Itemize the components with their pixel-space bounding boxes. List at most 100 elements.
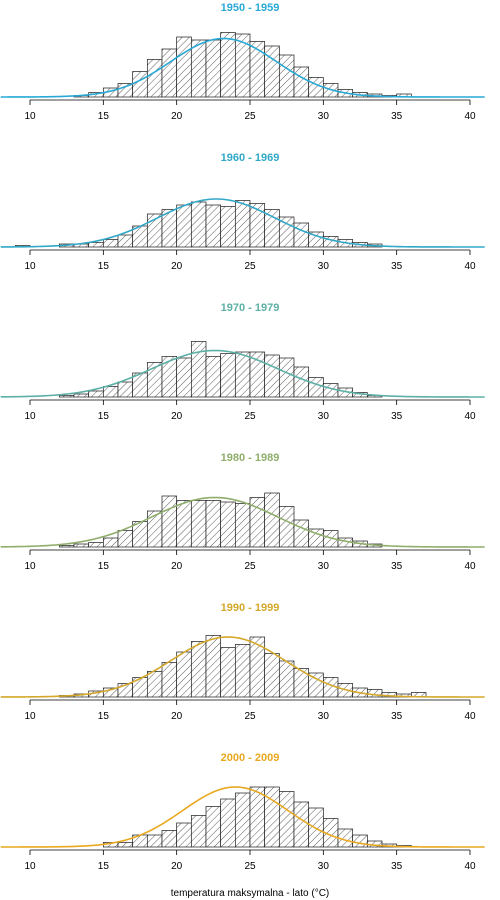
histogram-bar <box>249 786 266 848</box>
histogram-bar <box>278 506 295 548</box>
histogram-bar <box>190 815 207 848</box>
x-tick-label: 35 <box>391 861 403 872</box>
histogram-bar <box>293 222 310 248</box>
histogram-bar <box>117 381 134 398</box>
histogram-bar <box>176 357 192 398</box>
histogram-bar <box>220 647 236 698</box>
histogram-bar <box>293 366 310 398</box>
histogram-bar <box>205 806 222 848</box>
histogram-bar <box>161 48 178 98</box>
histogram-bar <box>220 501 236 548</box>
histogram-bar <box>161 830 178 848</box>
x-tick-label: 40 <box>464 261 476 272</box>
histogram-bar <box>293 801 310 848</box>
histogram-bar <box>58 395 75 398</box>
x-tick-label: 20 <box>171 861 183 872</box>
panel-title: 1960 - 1969 <box>221 152 280 164</box>
x-tick-label: 15 <box>98 111 110 122</box>
x-tick-label: 15 <box>98 861 110 872</box>
histogram-bar <box>176 822 192 848</box>
histogram-bar <box>161 495 178 548</box>
histogram-bar <box>308 377 324 398</box>
histogram-bar <box>293 66 310 98</box>
x-tick-label: 15 <box>98 711 110 722</box>
histogram-bar <box>264 354 280 398</box>
x-tick-label: 10 <box>24 861 36 872</box>
histogram-bar <box>190 341 207 398</box>
histogram-bar <box>176 204 192 248</box>
x-tick-label: 10 <box>24 261 36 272</box>
histogram-bar <box>220 798 236 848</box>
histogram-bar <box>264 492 280 548</box>
histogram-bar <box>176 651 192 698</box>
histogram-bar <box>205 635 222 698</box>
x-tick-label: 40 <box>464 111 476 122</box>
histogram-bar <box>117 530 134 548</box>
histogram-bar <box>88 390 104 398</box>
x-tick-label: 15 <box>98 411 110 422</box>
histogram-panel: 1960 - 1969 10 15 20 25 30 35 40 <box>0 152 485 272</box>
panel-title: 1980 - 1989 <box>221 452 280 464</box>
x-tick-label: 40 <box>464 711 476 722</box>
x-tick-label: 15 <box>98 261 110 272</box>
x-tick-label: 10 <box>24 111 36 122</box>
histogram-panel: 1970 - 1979 10 15 20 25 30 35 40 <box>0 302 485 422</box>
histogram-bar <box>308 77 324 98</box>
x-tick-label: 25 <box>244 411 256 422</box>
x-tick-label: 10 <box>24 711 36 722</box>
histogram-bar <box>278 54 295 98</box>
x-tick-label: 20 <box>171 561 183 572</box>
histogram-bar <box>205 500 222 548</box>
x-tick-label: 35 <box>391 111 403 122</box>
x-tick-label: 20 <box>171 111 183 122</box>
histogram-bar <box>220 32 236 98</box>
histogram-bar <box>190 641 207 698</box>
histogram-bar <box>264 653 280 698</box>
x-tick-label: 30 <box>318 411 330 422</box>
histogram-panel: 1990 - 1999 10 15 20 25 30 35 40 <box>0 602 485 722</box>
histogram-bar <box>102 537 119 548</box>
histogram-bar <box>146 834 163 848</box>
histogram-bar <box>190 500 207 548</box>
x-tick-label: 25 <box>244 261 256 272</box>
x-tick-label: 35 <box>391 261 403 272</box>
histogram-bar <box>249 636 266 698</box>
histogram-bar <box>278 791 295 848</box>
x-tick-label: 30 <box>318 561 330 572</box>
histogram-bar <box>234 792 251 848</box>
density-curve <box>0 198 485 248</box>
histogram-bar <box>190 201 207 248</box>
histogram-bar <box>264 209 280 248</box>
x-tick-label: 40 <box>464 411 476 422</box>
histogram-bar <box>278 660 295 698</box>
x-tick-label: 20 <box>171 411 183 422</box>
histogram-bar <box>146 59 163 98</box>
x-tick-label: 35 <box>391 561 403 572</box>
histogram-panel: 2000 - 2009 10 15 20 25 30 35 40 <box>0 752 485 872</box>
x-tick-label: 35 <box>391 711 403 722</box>
histogram-bar <box>234 33 251 98</box>
histogram-bar <box>205 356 222 398</box>
histogram-panel: 1980 - 1989 10 15 20 25 30 35 40 <box>0 452 485 572</box>
histogram-bar <box>293 519 310 548</box>
histogram-bar <box>205 39 222 98</box>
histogram-bar <box>176 500 192 548</box>
histogram-bar <box>234 351 251 398</box>
histogram-bar <box>234 503 251 548</box>
x-tick-label: 15 <box>98 561 110 572</box>
histogram-bar <box>58 545 75 548</box>
histogram-bar <box>190 39 207 98</box>
histogram-panel: 1950 - 1959 10 15 20 25 30 35 40 <box>0 2 485 122</box>
histogram-bar <box>102 239 119 248</box>
histogram-bar <box>102 386 119 398</box>
histogram-bar <box>88 242 104 248</box>
histogram-bar <box>278 357 295 398</box>
x-tick-label: 25 <box>244 861 256 872</box>
histogram-bar <box>146 671 163 698</box>
x-tick-label: 30 <box>318 861 330 872</box>
x-tick-label: 35 <box>391 411 403 422</box>
x-tick-label: 20 <box>171 261 183 272</box>
x-tick-label: 40 <box>464 561 476 572</box>
histogram-bar <box>117 234 134 248</box>
